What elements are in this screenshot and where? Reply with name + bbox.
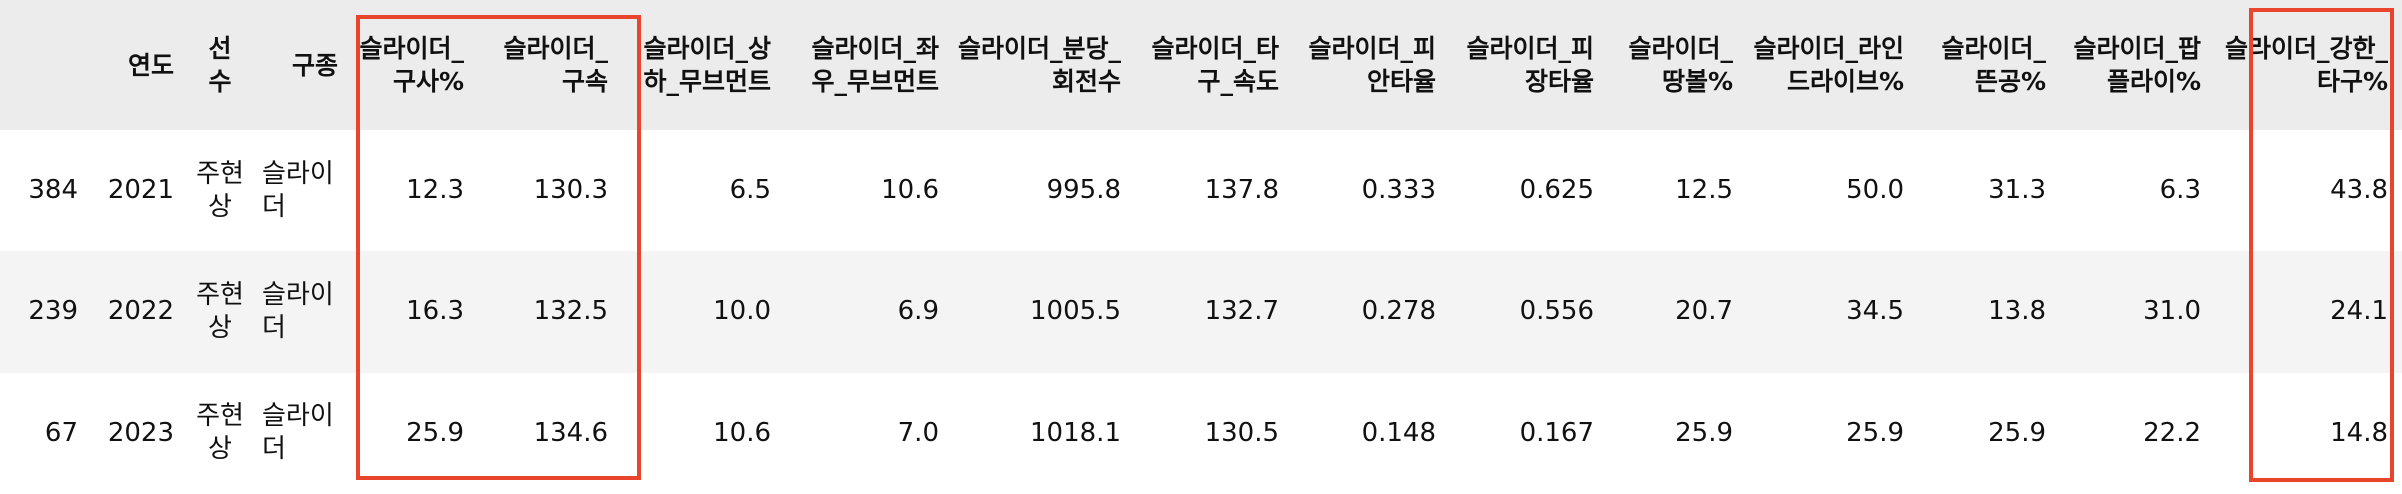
cell-slugging-against: 0.167 bbox=[1519, 417, 1594, 448]
header-horizontal-movement: 슬라이더_좌우_무브먼트 bbox=[811, 34, 939, 96]
cell-groundball-pct: 20.7 bbox=[1675, 296, 1733, 327]
row-index: 67 bbox=[44, 417, 78, 448]
cell-player: 주현상 bbox=[196, 279, 244, 343]
header-slugging-against: 슬라이더_피장타율 bbox=[1466, 34, 1594, 96]
cell-groundball-pct: 25.9 bbox=[1675, 417, 1733, 448]
cell-usage-pct: 25.9 bbox=[406, 417, 464, 448]
cell-vertical-movement: 10.0 bbox=[713, 296, 771, 327]
row-index: 239 bbox=[28, 296, 78, 327]
header-hard-hit-pct: 슬라이더_강한_타구% bbox=[2224, 34, 2388, 96]
header-batting-avg-against: 슬라이더_피안타율 bbox=[1308, 34, 1436, 96]
cell-usage-pct: 12.3 bbox=[406, 175, 464, 206]
cell-line-drive-pct: 25.9 bbox=[1846, 417, 1904, 448]
header-exit-velocity: 슬라이더_타구_속도 bbox=[1151, 34, 1279, 96]
header-flyball-pct: 슬라이더_뜬공% bbox=[1941, 34, 2046, 96]
cell-line-drive-pct: 50.0 bbox=[1846, 175, 1904, 206]
cell-year: 2021 bbox=[107, 175, 174, 206]
cell-slugging-against: 0.556 bbox=[1519, 296, 1594, 327]
header-popup-pct: 슬라이더_팝플라이% bbox=[2073, 34, 2201, 96]
cell-pitch-type: 슬라이더 bbox=[262, 158, 334, 222]
cell-velocity: 134.6 bbox=[533, 417, 608, 448]
cell-flyball-pct: 13.8 bbox=[1988, 296, 2046, 327]
cell-batting-avg-against: 0.278 bbox=[1361, 296, 1436, 327]
cell-year: 2023 bbox=[107, 417, 174, 448]
header-pitch-type: 구종 bbox=[291, 50, 338, 80]
cell-exit-velocity: 130.5 bbox=[1204, 417, 1279, 448]
cell-pitch-type: 슬라이더 bbox=[262, 279, 334, 343]
cell-exit-velocity: 132.7 bbox=[1204, 296, 1279, 327]
cell-line-drive-pct: 34.5 bbox=[1846, 296, 1904, 327]
row-index: 384 bbox=[28, 175, 78, 206]
cell-horizontal-movement: 7.0 bbox=[897, 417, 939, 448]
cell-horizontal-movement: 10.6 bbox=[881, 175, 939, 206]
cell-spin-rate: 995.8 bbox=[1046, 175, 1121, 206]
cell-hard-hit-pct: 14.8 bbox=[2330, 417, 2388, 448]
cell-groundball-pct: 12.5 bbox=[1675, 175, 1733, 206]
header-velocity: 슬라이더_구속 bbox=[503, 34, 608, 96]
cell-flyball-pct: 25.9 bbox=[1988, 417, 2046, 448]
header-year: 연도 bbox=[127, 50, 174, 80]
cell-popup-pct: 31.0 bbox=[2143, 296, 2201, 327]
table-row: 239 2022 주현상 슬라이더 16.3 132.5 10.0 6.9 10… bbox=[0, 251, 2402, 373]
cell-horizontal-movement: 6.9 bbox=[897, 296, 939, 327]
cell-year: 2022 bbox=[107, 296, 174, 327]
header-vertical-movement: 슬라이더_상하_무브먼트 bbox=[643, 34, 771, 96]
header-groundball-pct: 슬라이더_땅볼% bbox=[1628, 34, 1733, 96]
header-spin-rate: 슬라이더_분당_회전수 bbox=[957, 34, 1121, 96]
cell-slugging-against: 0.625 bbox=[1519, 175, 1594, 206]
cell-velocity: 130.3 bbox=[533, 175, 608, 206]
cell-vertical-movement: 10.6 bbox=[713, 417, 771, 448]
header-row: 연도 선수 구종 슬라이더_구사% 슬라이더_구속 슬라이더_상하_무브먼트 슬… bbox=[0, 0, 2402, 130]
cell-hard-hit-pct: 24.1 bbox=[2330, 296, 2388, 327]
header-usage-pct: 슬라이더_구사% bbox=[359, 34, 464, 96]
cell-hard-hit-pct: 43.8 bbox=[2330, 175, 2388, 206]
cell-batting-avg-against: 0.333 bbox=[1361, 175, 1436, 206]
cell-popup-pct: 22.2 bbox=[2143, 417, 2201, 448]
header-index bbox=[0, 0, 88, 130]
header-player: 선수 bbox=[208, 34, 232, 96]
cell-pitch-type: 슬라이더 bbox=[262, 401, 334, 465]
table-row: 384 2021 주현상 슬라이더 12.3 130.3 6.5 10.6 99… bbox=[0, 130, 2402, 252]
cell-player: 주현상 bbox=[196, 401, 244, 465]
cell-player: 주현상 bbox=[196, 158, 244, 222]
cell-vertical-movement: 6.5 bbox=[729, 175, 771, 206]
cell-exit-velocity: 137.8 bbox=[1204, 175, 1279, 206]
cell-usage-pct: 16.3 bbox=[406, 296, 464, 327]
cell-spin-rate: 1005.5 bbox=[1030, 296, 1121, 327]
table-row: 67 2023 주현상 슬라이더 25.9 134.6 10.6 7.0 101… bbox=[0, 372, 2402, 494]
cell-velocity: 132.5 bbox=[533, 296, 608, 327]
header-line-drive-pct: 슬라이더_라인드라이브% bbox=[1753, 34, 1904, 96]
cell-spin-rate: 1018.1 bbox=[1030, 417, 1121, 448]
cell-batting-avg-against: 0.148 bbox=[1361, 417, 1436, 448]
cell-popup-pct: 6.3 bbox=[2159, 175, 2201, 206]
cell-flyball-pct: 31.3 bbox=[1988, 175, 2046, 206]
